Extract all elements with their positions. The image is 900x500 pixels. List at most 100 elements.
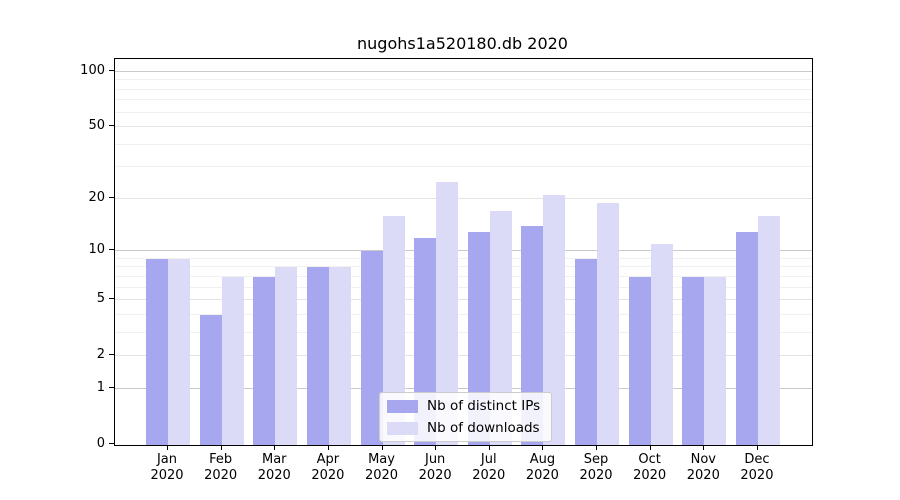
- bar-downloads-nov: [704, 276, 727, 445]
- bar-distinct-ips-oct: [628, 276, 651, 445]
- plot-area: [114, 58, 813, 446]
- x-tick-mark-aug: [542, 445, 544, 450]
- gridline-80: [115, 88, 812, 90]
- bar-distinct-ips-jan: [146, 258, 168, 445]
- y-tick-label-5: 5: [96, 291, 105, 307]
- month-name: Aug: [529, 452, 556, 467]
- x-tick-label-apr: Apr 2020: [298, 452, 358, 484]
- x-tick-mark-feb: [220, 445, 222, 450]
- legend-label-distinct-ips: Nb of distinct IPs: [427, 398, 541, 414]
- gridline-30: [115, 166, 812, 168]
- bar-downloads-oct: [650, 244, 673, 445]
- x-tick-label-may: May 2020: [352, 452, 412, 484]
- legend-label-downloads: Nb of downloads: [427, 420, 540, 436]
- y-tick-label-10: 10: [88, 242, 105, 258]
- bar-downloads-feb: [221, 276, 244, 445]
- month-name: Feb: [209, 452, 233, 467]
- x-tick-label-aug: Aug 2020: [512, 452, 572, 484]
- gridline-6: [115, 286, 812, 288]
- y-tick-mark-10: [109, 249, 114, 251]
- month-name: Oct: [638, 452, 661, 467]
- y-tick-mark-0: [109, 443, 114, 444]
- bar-downloads-may: [382, 216, 405, 445]
- month-year: 2020: [311, 468, 345, 483]
- legend-swatch-downloads-icon: [387, 421, 418, 435]
- month-name: Nov: [690, 452, 716, 467]
- month-name: Mar: [261, 452, 287, 467]
- bar-downloads-sep: [597, 202, 620, 445]
- month-year: 2020: [579, 468, 613, 483]
- bar-distinct-ips-may: [360, 251, 383, 445]
- x-tick-label-jul: Jul 2020: [459, 452, 519, 484]
- x-tick-label-jun: Jun 2020: [405, 452, 465, 484]
- x-tick-mark-sep: [596, 445, 598, 450]
- gridline-70: [115, 99, 812, 101]
- x-tick-mark-mar: [274, 445, 276, 450]
- month-year: 2020: [633, 468, 667, 483]
- month-year: 2020: [418, 468, 452, 483]
- month-year: 2020: [204, 468, 238, 483]
- gridline-1: [115, 387, 812, 389]
- bar-downloads-jan: [168, 258, 190, 445]
- x-tick-mark-jun: [435, 445, 437, 450]
- bar-downloads-mar: [275, 267, 298, 445]
- bar-distinct-ips-sep: [575, 258, 598, 445]
- legend-swatch-distinct-ips-icon: [387, 399, 418, 413]
- month-year: 2020: [686, 468, 720, 483]
- x-tick-label-mar: Mar 2020: [244, 452, 304, 484]
- gridline-4: [115, 313, 812, 315]
- x-tick-mark-apr: [327, 445, 329, 450]
- bar-downloads-dec: [757, 216, 780, 445]
- bar-downloads-aug: [543, 195, 566, 445]
- y-tick-label-100: 100: [80, 63, 105, 78]
- month-name: Sep: [583, 452, 609, 467]
- gridline-90: [115, 79, 812, 81]
- month-year: 2020: [740, 468, 774, 483]
- chart-title: nugohs1a520180.db 2020: [357, 34, 568, 53]
- x-tick-mark-nov: [703, 445, 705, 450]
- y-tick-label-0: 0: [96, 436, 105, 451]
- gridline-100: [115, 71, 812, 72]
- y-tick-mark-5: [109, 298, 114, 300]
- bar-distinct-ips-nov: [682, 276, 705, 445]
- month-name: Jul: [480, 452, 497, 467]
- x-tick-mark-oct: [649, 445, 651, 450]
- month-year: 2020: [472, 468, 506, 483]
- bar-downloads-jun: [436, 181, 459, 445]
- x-tick-label-nov: Nov 2020: [673, 452, 733, 484]
- y-tick-mark-100: [109, 70, 114, 71]
- x-tick-label-dec: Dec 2020: [727, 452, 787, 484]
- y-tick-mark-1: [109, 386, 114, 388]
- y-tick-mark-20: [109, 196, 114, 198]
- bar-distinct-ips-dec: [735, 231, 758, 445]
- month-year: 2020: [257, 468, 291, 483]
- month-year: 2020: [525, 468, 559, 483]
- gridline-8: [115, 266, 812, 268]
- gridline-50: [115, 126, 812, 128]
- y-tick-mark-2: [109, 354, 114, 356]
- x-tick-label-oct: Oct 2020: [620, 452, 680, 484]
- bar-distinct-ips-aug: [521, 226, 544, 445]
- gridline-40: [115, 143, 812, 145]
- bar-distinct-ips-apr: [306, 267, 329, 445]
- x-tick-mark-dec: [756, 445, 758, 450]
- month-name: Apr: [316, 452, 340, 467]
- x-tick-label-sep: Sep 2020: [566, 452, 626, 484]
- legend-item-downloads: Nb of downloads: [387, 420, 540, 436]
- month-name: May: [368, 452, 395, 467]
- month-name: Dec: [744, 452, 770, 467]
- bar-distinct-ips-jul: [467, 231, 490, 445]
- gridline-2: [115, 355, 812, 357]
- gridline-9: [115, 257, 812, 259]
- gridline-7: [115, 275, 812, 277]
- x-tick-mark-jan: [167, 445, 168, 450]
- legend-item-distinct-ips: Nb of distinct IPs: [387, 398, 540, 414]
- month-name: Jun: [424, 452, 446, 467]
- y-tick-mark-50: [109, 125, 114, 127]
- bar-distinct-ips-mar: [253, 276, 276, 445]
- gridline-3: [115, 331, 812, 333]
- gridline-20: [115, 197, 812, 199]
- month-name: Jan: [156, 452, 178, 467]
- y-tick-label-50: 50: [88, 118, 105, 134]
